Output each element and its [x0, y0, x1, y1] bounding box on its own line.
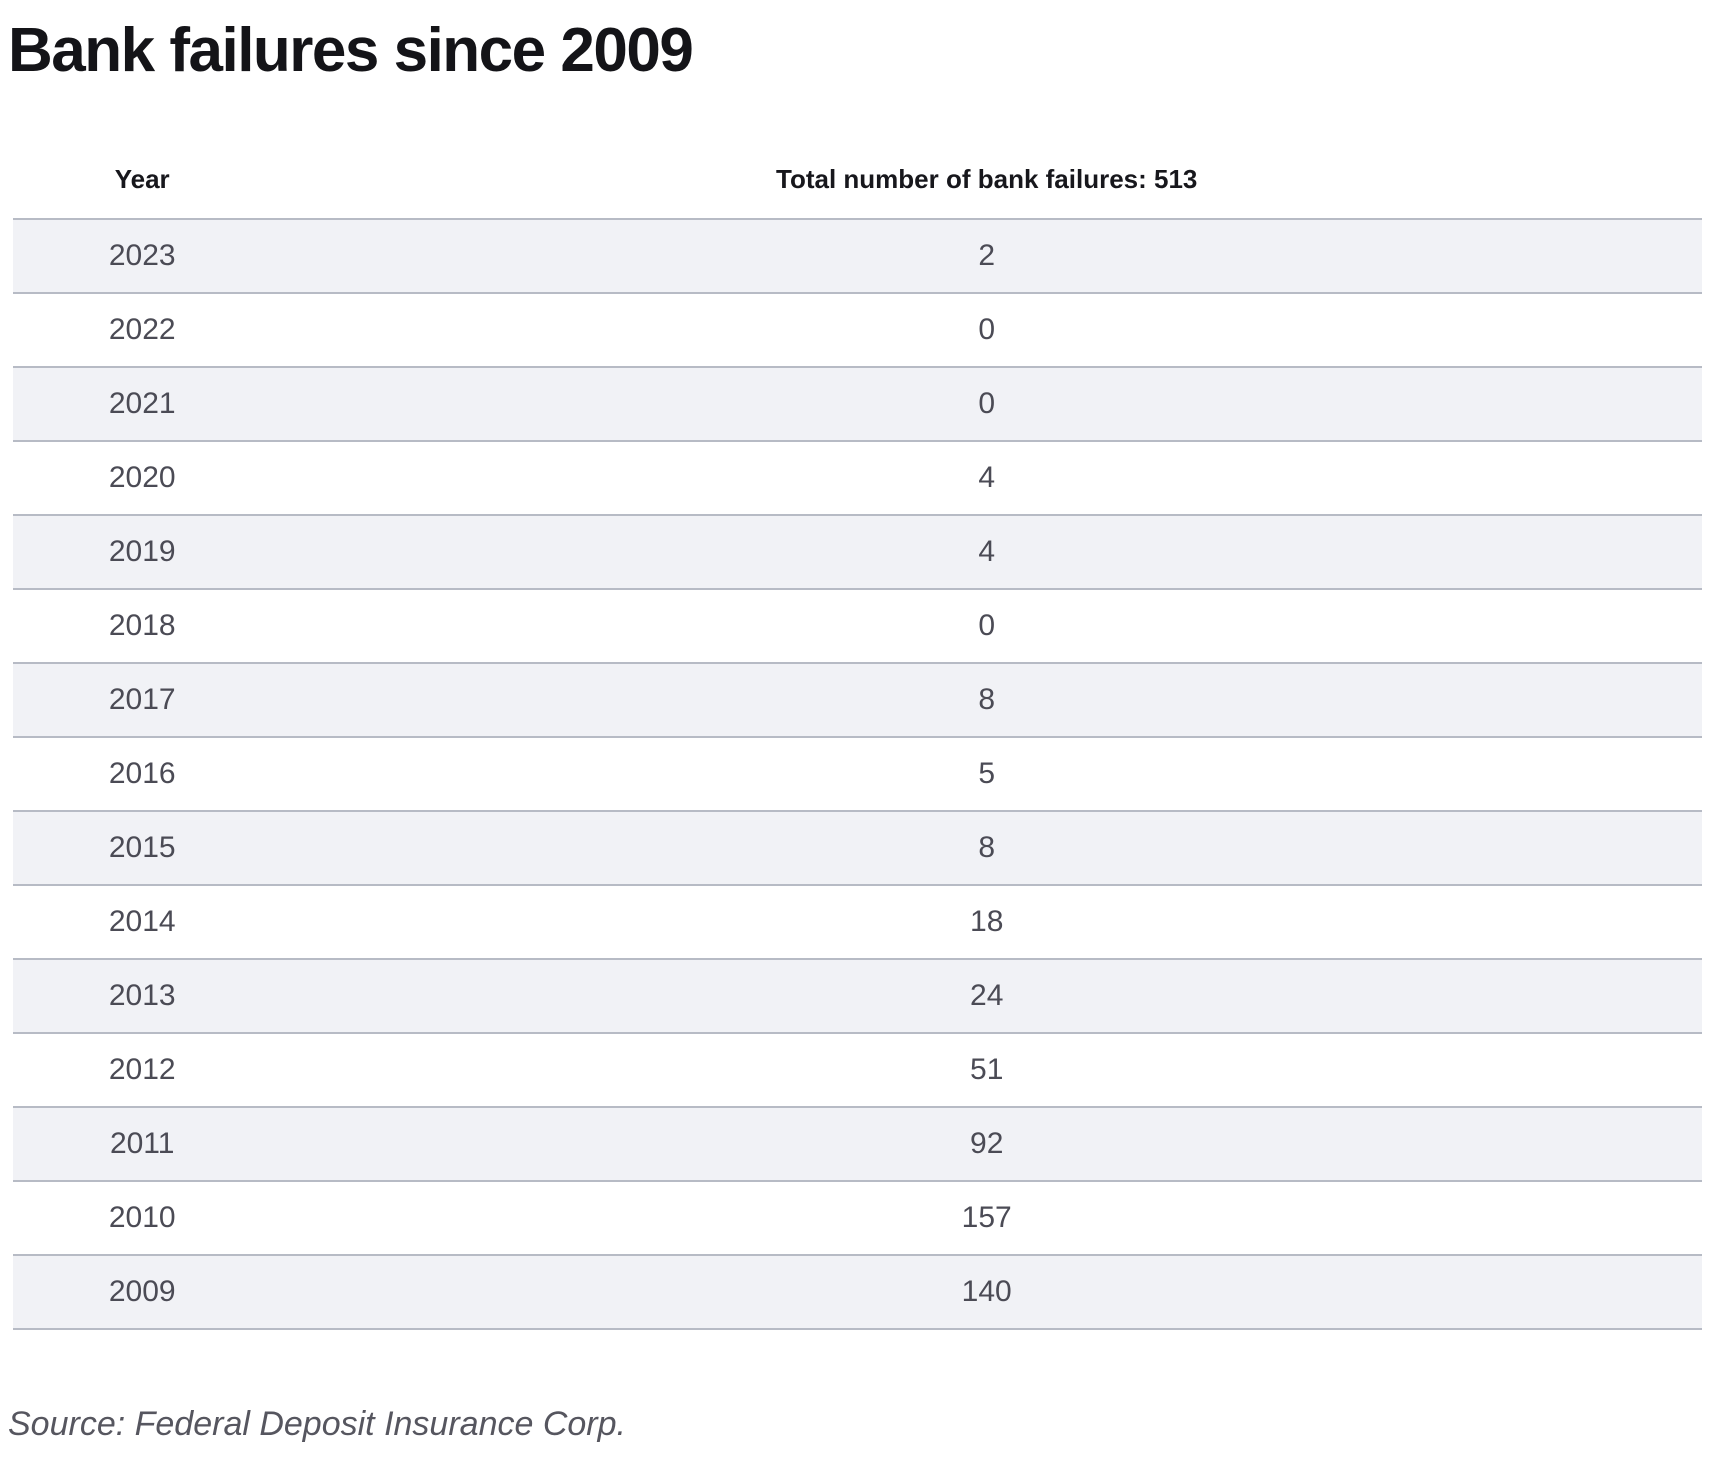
table-row: 2014 18 — [13, 884, 1702, 959]
year-cell: 2021 — [108, 386, 176, 420]
table-row: 2019 4 — [13, 514, 1702, 589]
table-row: 2018 0 — [13, 588, 1702, 663]
failures-cell: 0 — [978, 608, 996, 642]
year-cell: 2016 — [108, 756, 176, 790]
table-row: 2021 0 — [13, 366, 1702, 441]
failures-cell: 8 — [978, 682, 996, 716]
year-cell: 2022 — [108, 312, 176, 346]
failures-cell: 140 — [961, 1274, 1012, 1308]
year-cell: 2011 — [109, 1126, 175, 1160]
failures-cell: 2 — [978, 238, 996, 272]
year-cell: 2014 — [108, 904, 176, 938]
page-title: Bank failures since 2009 — [8, 16, 694, 85]
failures-cell: 4 — [978, 534, 996, 568]
table-row: 2020 4 — [13, 440, 1702, 515]
year-cell: 2023 — [108, 238, 176, 272]
year-cell: 2015 — [108, 830, 176, 864]
year-cell: 2010 — [108, 1200, 176, 1234]
column-header-year: Year — [114, 164, 170, 195]
table-row: 2022 0 — [13, 292, 1702, 367]
table-row: 2023 2 — [13, 218, 1702, 293]
year-cell: 2018 — [108, 608, 176, 642]
failures-cell: 24 — [970, 978, 1004, 1012]
failures-cell: 157 — [961, 1200, 1012, 1234]
failures-cell: 0 — [978, 386, 996, 420]
table-body: 2023 2 2022 0 2021 0 2020 4 2019 4 2018 0 2017 8 2016 5… — [13, 218, 1702, 1329]
table-row: 2013 24 — [13, 958, 1702, 1033]
failures-cell: 51 — [970, 1052, 1004, 1086]
failures-cell: 4 — [978, 460, 996, 494]
year-cell: 2017 — [108, 682, 176, 716]
failures-cell: 0 — [978, 312, 996, 346]
failures-cell: 92 — [970, 1126, 1004, 1160]
table-row: 2011 92 — [13, 1106, 1702, 1181]
bank-failures-table: Year Total number of bank failures: 513 … — [13, 88, 1702, 1329]
table-row: 2009 140 — [13, 1254, 1702, 1329]
table-header: Year Total number of bank failures: 513 — [13, 88, 1702, 218]
failures-cell: 5 — [978, 756, 996, 790]
year-cell: 2013 — [108, 978, 176, 1012]
table-row: 2017 8 — [13, 662, 1702, 737]
table-row: 2016 5 — [13, 736, 1702, 811]
year-cell: 2009 — [108, 1274, 176, 1308]
year-cell: 2020 — [108, 460, 176, 494]
year-cell: 2019 — [108, 534, 176, 568]
table-row: 2012 51 — [13, 1032, 1702, 1107]
failures-cell: 8 — [978, 830, 996, 864]
column-header-total-failures: Total number of bank failures: 513 — [776, 164, 1198, 195]
failures-cell: 18 — [970, 904, 1004, 938]
year-cell: 2012 — [108, 1052, 176, 1086]
source-attribution: Source: Federal Deposit Insurance Corp. — [8, 1404, 626, 1443]
table-row: 2010 157 — [13, 1180, 1702, 1255]
table-row: 2015 8 — [13, 810, 1702, 885]
